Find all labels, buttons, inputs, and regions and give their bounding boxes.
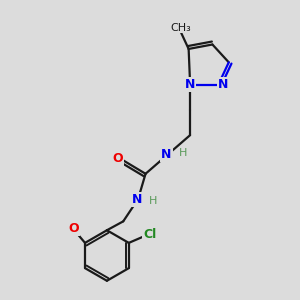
- Text: N: N: [218, 78, 228, 91]
- Text: N: N: [185, 78, 195, 91]
- Text: H: H: [178, 148, 187, 158]
- Text: H: H: [149, 196, 157, 206]
- Text: CH₃: CH₃: [171, 22, 192, 32]
- Text: N: N: [131, 193, 142, 206]
- Text: O: O: [112, 152, 123, 165]
- Text: N: N: [161, 148, 172, 161]
- Text: Cl: Cl: [143, 228, 156, 241]
- Text: O: O: [69, 222, 79, 236]
